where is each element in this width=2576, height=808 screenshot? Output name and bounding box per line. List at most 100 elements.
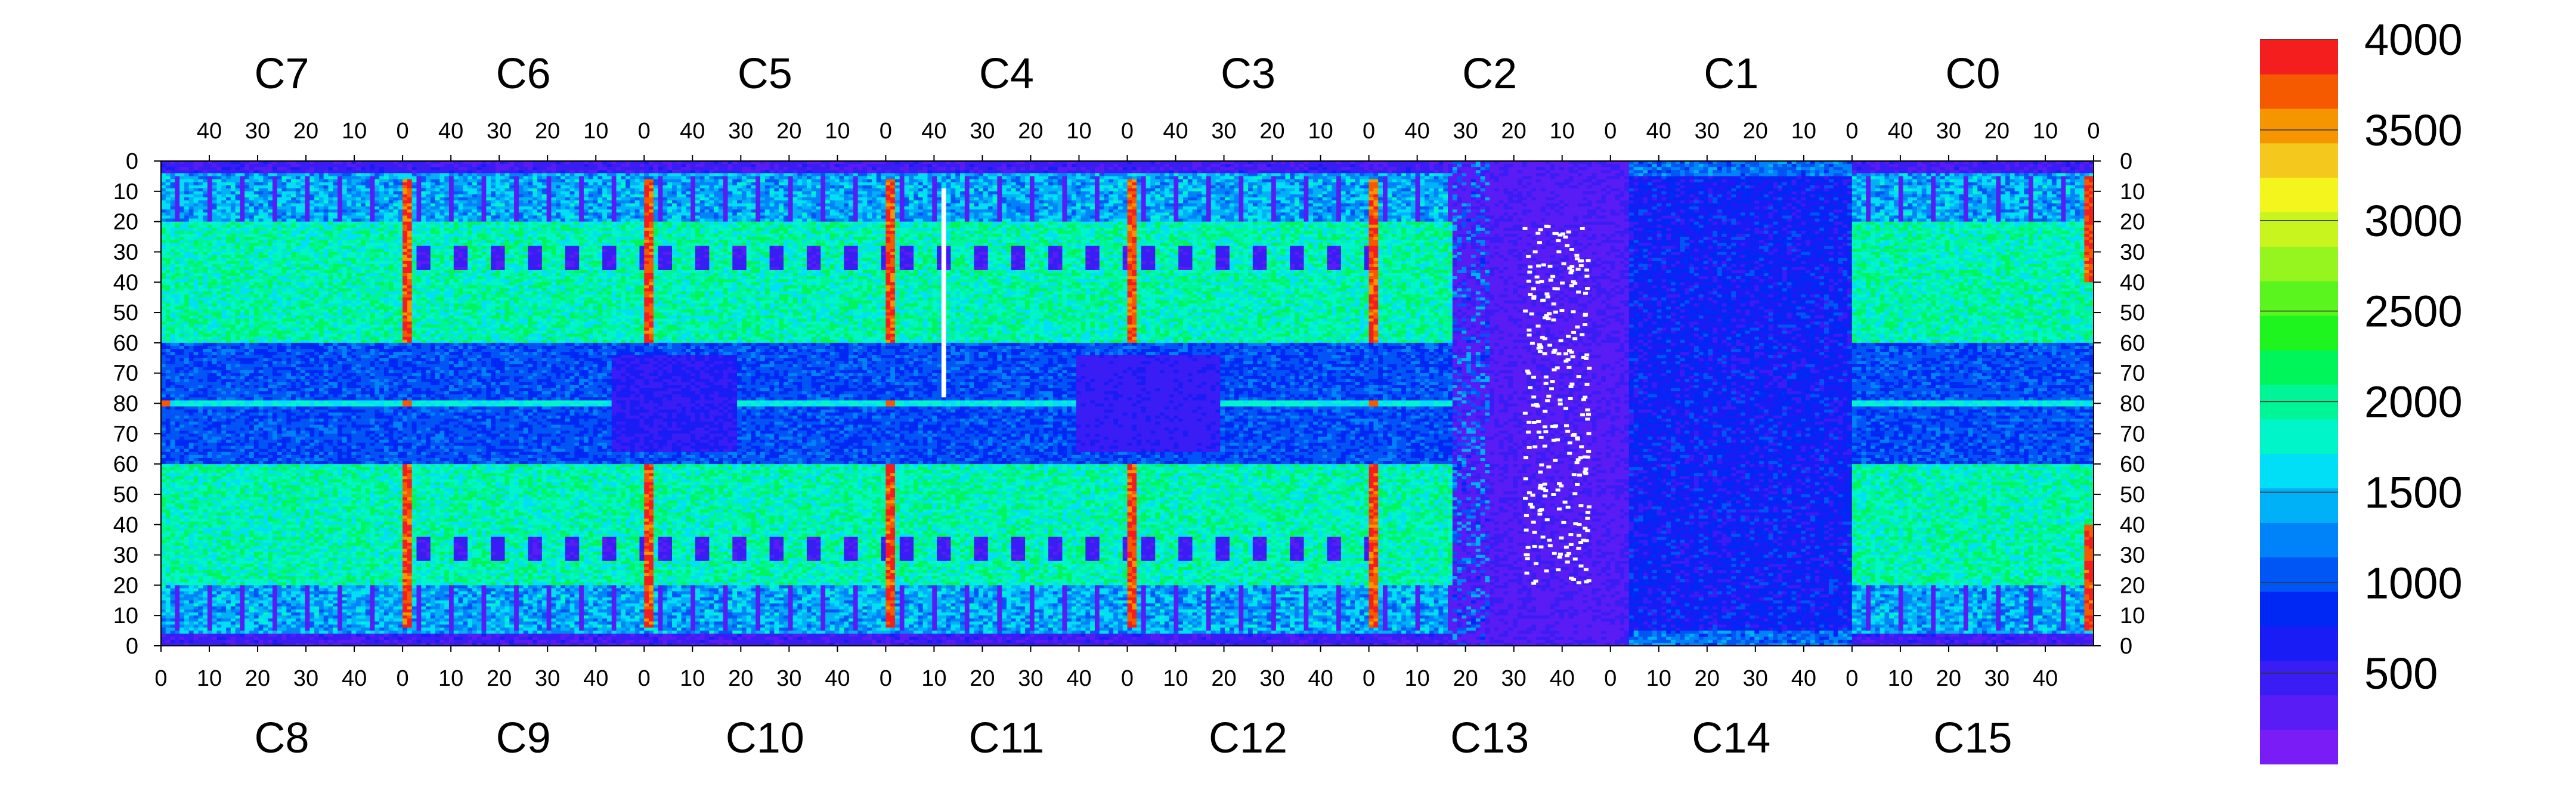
heatmap-cell — [184, 225, 189, 228]
heatmap-cell — [198, 537, 203, 540]
heatmap-cell — [166, 215, 171, 219]
heatmap-cell — [203, 400, 208, 404]
heatmap-cell — [184, 443, 189, 447]
heatmap-cell — [203, 525, 208, 528]
heatmap-cell — [166, 343, 171, 346]
heatmap-cell — [203, 464, 208, 468]
heatmap-cell — [198, 252, 203, 255]
heatmap-cell — [175, 367, 179, 371]
heatmap-cell — [161, 182, 166, 186]
heatmap-cell — [179, 546, 184, 549]
heatmap-cell — [161, 264, 166, 268]
heatmap-cell — [179, 573, 184, 577]
heatmap-cell — [171, 436, 175, 440]
heatmap-cell — [203, 367, 208, 371]
heatmap-cell — [203, 458, 208, 462]
heatmap-cell — [171, 379, 175, 383]
heatmap-cell — [175, 194, 179, 198]
heatmap-cell — [171, 309, 175, 313]
heatmap-cell — [194, 540, 199, 543]
heatmap-cell — [171, 576, 175, 580]
heatmap-cell — [184, 516, 189, 519]
heatmap-cell — [171, 434, 175, 437]
heatmap-cell — [161, 537, 166, 540]
heatmap-cell — [189, 615, 194, 619]
heatmap-cell — [171, 321, 175, 325]
heatmap-cell — [161, 237, 166, 240]
heatmap-cell — [198, 431, 203, 434]
heatmap-cell — [161, 473, 166, 476]
heatmap-cell — [203, 343, 208, 346]
heatmap-cell — [175, 264, 179, 268]
heatmap-cell — [161, 416, 166, 419]
heatmap-cell — [161, 634, 166, 637]
heatmap-cell — [184, 173, 189, 177]
heatmap-cell — [171, 404, 175, 407]
heatmap-cell — [179, 446, 184, 450]
heatmap-cell — [166, 573, 171, 577]
heatmap-cell — [203, 279, 208, 283]
heatmap-cell — [166, 449, 171, 453]
heatmap-cell — [166, 304, 171, 307]
heatmap-cell — [161, 358, 166, 361]
heatmap-cell — [189, 588, 194, 592]
heatmap-cell — [198, 179, 203, 182]
heatmap-cell — [194, 361, 199, 364]
heatmap-cell — [171, 252, 175, 255]
heatmap-cell — [175, 585, 179, 589]
heatmap-cell — [189, 343, 194, 346]
heatmap-cell — [175, 503, 179, 507]
heatmap-cell — [194, 291, 199, 295]
heatmap-cell — [171, 179, 175, 182]
heatmap-cell — [194, 249, 199, 252]
heatmap-cell — [194, 318, 199, 322]
heatmap-cell — [189, 301, 194, 304]
heatmap-cell — [194, 516, 199, 519]
heatmap-cell — [184, 340, 189, 343]
heatmap-cell — [166, 439, 171, 443]
heatmap-cell — [198, 307, 203, 310]
heatmap-cell — [203, 404, 208, 407]
heatmap-cell — [179, 567, 184, 571]
heatmap-cell — [194, 379, 199, 383]
heatmap-cell — [203, 431, 208, 434]
heatmap-cell — [189, 318, 194, 322]
heatmap-cell — [175, 494, 179, 498]
heatmap-cell — [166, 467, 171, 470]
heatmap-cell — [179, 385, 184, 389]
heatmap-cell — [179, 522, 184, 525]
heatmap-cell — [194, 170, 199, 174]
heatmap-cell — [161, 464, 166, 468]
heatmap-cell — [175, 634, 179, 637]
heatmap-cell — [171, 531, 175, 534]
heatmap-cell — [179, 640, 184, 643]
heatmap-cell — [161, 379, 166, 383]
heatmap-cell — [175, 376, 179, 380]
heatmap-cell — [189, 249, 194, 252]
heatmap-cell — [179, 497, 184, 501]
heatmap-cell — [184, 439, 189, 443]
heatmap-cell — [189, 509, 194, 513]
heatmap-cell — [194, 413, 199, 416]
heatmap-cell — [194, 246, 199, 249]
heatmap-cell — [175, 452, 179, 456]
heatmap-cell — [179, 555, 184, 559]
heatmap-cell — [161, 370, 166, 374]
heatmap-cell — [166, 564, 171, 568]
heatmap-cell — [171, 203, 175, 207]
heatmap-cell — [184, 270, 189, 274]
heatmap-cell — [198, 621, 203, 625]
heatmap-cell — [161, 528, 166, 531]
heatmap-cell — [179, 473, 184, 476]
heatmap-cell — [184, 301, 189, 304]
heatmap-cell — [194, 309, 199, 313]
heatmap-cell — [161, 579, 166, 583]
heatmap-cell — [198, 355, 203, 358]
heatmap-cell — [171, 464, 175, 468]
heatmap-cell — [198, 640, 203, 643]
heatmap-cell — [171, 494, 175, 498]
heatmap-cell — [203, 234, 208, 237]
heatmap-cell — [171, 331, 175, 335]
heatmap-cell — [175, 222, 179, 225]
